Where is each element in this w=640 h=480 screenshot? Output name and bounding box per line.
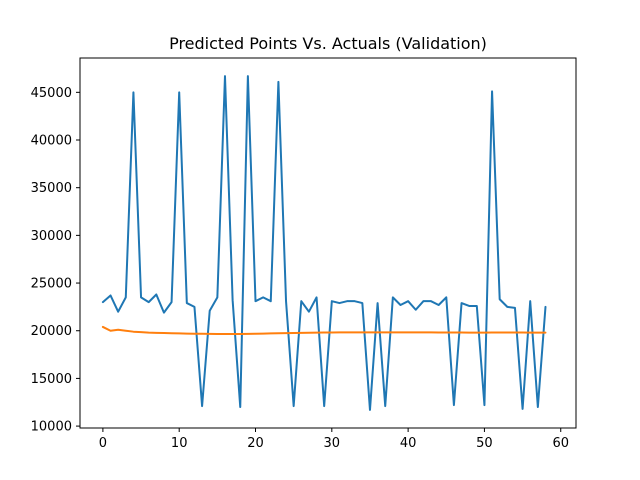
x-tick-label: 30: [324, 436, 341, 451]
y-tick-label: 40000: [31, 134, 72, 149]
x-axis: 0 10 20 30 40 50 60: [99, 428, 569, 451]
x-tick-label: 10: [171, 436, 188, 451]
y-tick-label: 45000: [31, 86, 72, 101]
y-tick-label: 15000: [31, 372, 72, 387]
x-tick-label: 0: [99, 436, 107, 451]
y-tick-label: 35000: [31, 181, 72, 196]
y-tick-label: 25000: [31, 277, 72, 292]
plot-area-frame: [79, 57, 577, 429]
y-axis: 10000 15000 20000 25000 30000 35000 40000 45000: [31, 86, 80, 435]
y-tick-label: 30000: [31, 229, 72, 244]
y-tick-label: 20000: [31, 324, 72, 339]
series-layer: [101, 75, 547, 411]
x-tick-label: 50: [476, 436, 493, 451]
x-tick-label: 20: [247, 436, 264, 451]
x-tick-label: 40: [400, 436, 417, 451]
series-line-2: [101, 325, 547, 335]
x-tick-label: 60: [552, 436, 569, 451]
chart-title: Predicted Points Vs. Actuals (Validation…: [169, 34, 487, 53]
series-line-1: [101, 75, 547, 411]
y-tick-label: 10000: [31, 420, 72, 435]
